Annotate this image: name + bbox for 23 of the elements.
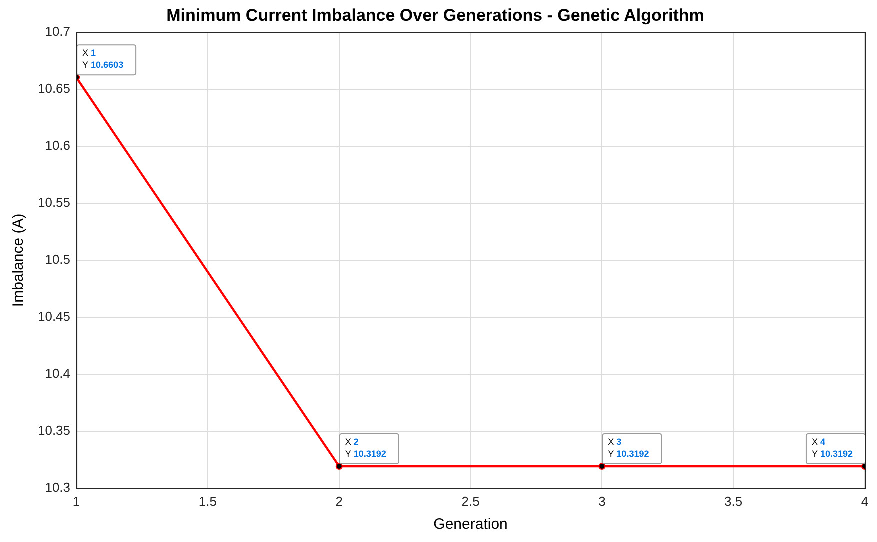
annotation: X 2 Y 10.3192 xyxy=(345,436,386,459)
x-tick-label: 1.5 xyxy=(198,494,217,509)
annotation: X 1 Y 10.6603 xyxy=(82,48,124,70)
x-tick-label: 4 xyxy=(861,494,869,509)
y-tick-label: 10.4 xyxy=(45,366,71,381)
y-tick-label: 10.5 xyxy=(45,252,71,267)
y-tick-label: 10.35 xyxy=(38,422,71,438)
annotation: X 3 Y 10.3192 xyxy=(608,436,650,459)
x-tick-label: 3 xyxy=(598,494,606,509)
x-tick-label: 1 xyxy=(72,494,80,509)
y-tick-label: 10.7 xyxy=(45,24,71,39)
y-axis-title: Imbalance (A) xyxy=(10,214,28,308)
y-tick-label: 10.45 xyxy=(38,308,71,324)
annotation: X 4 Y 10.3192 xyxy=(812,436,854,459)
x-tick-label: 2 xyxy=(336,494,343,509)
x-tick-label: 2.5 xyxy=(462,494,480,509)
x-axis-title: Generation xyxy=(434,516,508,534)
chart-title: Minimum Current Imbalance Over Generations - Genetic Algorithm xyxy=(166,6,704,25)
x-tick-label: 3.5 xyxy=(724,494,743,509)
y-tick-label: 10.55 xyxy=(38,194,71,210)
y-tick-label: 10.65 xyxy=(38,80,71,96)
y-tick-label: 10.6 xyxy=(45,138,71,153)
y-tick-label: 10.3 xyxy=(45,480,71,495)
